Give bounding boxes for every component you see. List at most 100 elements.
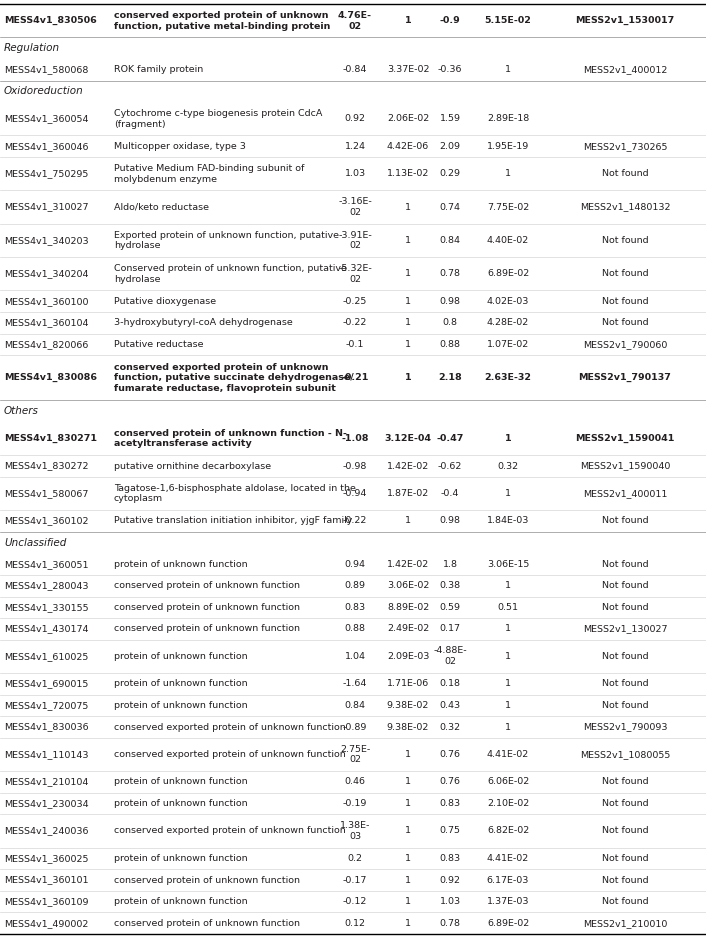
Text: 1.13E-02: 1.13E-02 bbox=[387, 169, 429, 178]
Text: 1: 1 bbox=[405, 203, 411, 211]
Text: MESS4v1_830506: MESS4v1_830506 bbox=[4, 16, 97, 25]
Text: MESS4v1_360101: MESS4v1_360101 bbox=[4, 875, 88, 885]
Text: 4.02E-03: 4.02E-03 bbox=[487, 297, 530, 306]
Text: MESS4v1_830086: MESS4v1_830086 bbox=[4, 373, 97, 382]
Text: MESS4v1_580068: MESS4v1_580068 bbox=[4, 65, 88, 74]
Text: 2.89E-18: 2.89E-18 bbox=[487, 115, 529, 123]
Text: -0.47: -0.47 bbox=[436, 434, 464, 443]
Text: 1: 1 bbox=[405, 777, 411, 787]
Text: Not found: Not found bbox=[602, 318, 648, 328]
Text: 2.75E-
02: 2.75E- 02 bbox=[340, 745, 370, 764]
Text: 2.09: 2.09 bbox=[440, 142, 460, 151]
Text: 1: 1 bbox=[405, 318, 411, 328]
Text: 0.89: 0.89 bbox=[345, 581, 366, 591]
Text: 0.88: 0.88 bbox=[440, 340, 460, 349]
Text: -0.25: -0.25 bbox=[343, 297, 367, 306]
Text: 3.06E-15: 3.06E-15 bbox=[487, 560, 530, 569]
Text: 0.43: 0.43 bbox=[439, 700, 460, 710]
Text: 0.12: 0.12 bbox=[345, 918, 366, 928]
Text: Not found: Not found bbox=[602, 777, 648, 787]
Text: MESS4v1_360102: MESS4v1_360102 bbox=[4, 516, 88, 526]
Text: 0.84: 0.84 bbox=[440, 236, 460, 245]
Text: 0.2: 0.2 bbox=[347, 854, 362, 863]
Text: Putative dioxygenase: Putative dioxygenase bbox=[114, 297, 216, 306]
Text: 0.59: 0.59 bbox=[440, 603, 460, 612]
Text: MESS4v1_360051: MESS4v1_360051 bbox=[4, 560, 88, 569]
Text: -0.94: -0.94 bbox=[343, 489, 367, 498]
Text: 0.78: 0.78 bbox=[440, 269, 460, 278]
Text: protein of unknown function: protein of unknown function bbox=[114, 897, 248, 906]
Text: Not found: Not found bbox=[602, 297, 648, 306]
Text: 1: 1 bbox=[505, 624, 511, 634]
Text: Regulation: Regulation bbox=[4, 43, 60, 54]
Text: Not found: Not found bbox=[602, 652, 648, 661]
Text: 0.32: 0.32 bbox=[439, 722, 460, 731]
Text: 6.17E-03: 6.17E-03 bbox=[487, 875, 530, 885]
Text: 1.04: 1.04 bbox=[345, 652, 366, 661]
Text: Not found: Not found bbox=[602, 897, 648, 906]
Text: 0.76: 0.76 bbox=[440, 750, 460, 759]
Text: Not found: Not found bbox=[602, 700, 648, 710]
Text: -0.17: -0.17 bbox=[343, 875, 367, 885]
Text: 0.78: 0.78 bbox=[440, 918, 460, 928]
Text: 1: 1 bbox=[405, 236, 411, 245]
Text: 4.40E-02: 4.40E-02 bbox=[487, 236, 529, 245]
Text: 3.37E-02: 3.37E-02 bbox=[387, 65, 429, 74]
Text: MESS4v1_830036: MESS4v1_830036 bbox=[4, 722, 89, 731]
Text: 1.42E-02: 1.42E-02 bbox=[387, 560, 429, 569]
Text: 2.09E-03: 2.09E-03 bbox=[387, 652, 429, 661]
Text: MESS4v1_690015: MESS4v1_690015 bbox=[4, 679, 88, 688]
Text: MESS4v1_340203: MESS4v1_340203 bbox=[4, 236, 89, 245]
Text: MESS2v1_790093: MESS2v1_790093 bbox=[582, 722, 667, 731]
Text: 4.28E-02: 4.28E-02 bbox=[487, 318, 529, 328]
Text: -0.89: -0.89 bbox=[343, 722, 367, 731]
Text: 1: 1 bbox=[405, 799, 411, 808]
Text: 4.41E-02: 4.41E-02 bbox=[487, 750, 529, 759]
Text: MESS4v1_360109: MESS4v1_360109 bbox=[4, 897, 88, 906]
Text: 1: 1 bbox=[505, 65, 511, 74]
Text: MESS4v1_360025: MESS4v1_360025 bbox=[4, 854, 88, 863]
Text: 1.84E-03: 1.84E-03 bbox=[487, 516, 530, 526]
Text: Putative Medium FAD-binding subunit of
molybdenum enzyme: Putative Medium FAD-binding subunit of m… bbox=[114, 163, 304, 184]
Text: 1.42E-02: 1.42E-02 bbox=[387, 462, 429, 470]
Text: -0.21: -0.21 bbox=[341, 374, 369, 382]
Text: 1: 1 bbox=[505, 652, 511, 661]
Text: Not found: Not found bbox=[602, 854, 648, 863]
Text: MESS4v1_490002: MESS4v1_490002 bbox=[4, 918, 88, 928]
Text: 2.63E-32: 2.63E-32 bbox=[484, 374, 532, 382]
Text: -0.9: -0.9 bbox=[440, 16, 460, 25]
Text: 1: 1 bbox=[505, 169, 511, 178]
Text: 1: 1 bbox=[405, 374, 412, 382]
Text: 1: 1 bbox=[405, 750, 411, 759]
Text: conserved exported protein of unknown function: conserved exported protein of unknown fu… bbox=[114, 750, 346, 759]
Text: protein of unknown function: protein of unknown function bbox=[114, 700, 248, 710]
Text: 0.94: 0.94 bbox=[345, 560, 366, 569]
Text: -0.98: -0.98 bbox=[343, 462, 367, 470]
Text: 9.38E-02: 9.38E-02 bbox=[387, 700, 429, 710]
Text: conserved exported protein of unknown function: conserved exported protein of unknown fu… bbox=[114, 826, 346, 836]
Text: MESS4v1_310027: MESS4v1_310027 bbox=[4, 203, 88, 211]
Text: 4.76E-
02: 4.76E- 02 bbox=[338, 11, 372, 31]
Text: MESS2v1_1080055: MESS2v1_1080055 bbox=[580, 750, 670, 759]
Text: 0.46: 0.46 bbox=[345, 777, 366, 787]
Text: Not found: Not found bbox=[602, 516, 648, 526]
Text: ROK family protein: ROK family protein bbox=[114, 65, 203, 74]
Text: 1.03: 1.03 bbox=[345, 169, 366, 178]
Text: -1.64: -1.64 bbox=[343, 679, 367, 688]
Text: MESS4v1_580067: MESS4v1_580067 bbox=[4, 489, 88, 498]
Text: 6.06E-02: 6.06E-02 bbox=[487, 777, 529, 787]
Text: 1: 1 bbox=[405, 516, 411, 526]
Text: Putative reductase: Putative reductase bbox=[114, 340, 203, 349]
Text: 0.83: 0.83 bbox=[439, 799, 460, 808]
Text: 1: 1 bbox=[505, 489, 511, 498]
Text: 1.59: 1.59 bbox=[440, 115, 460, 123]
Text: 1: 1 bbox=[405, 826, 411, 836]
Text: MESS4v1_210104: MESS4v1_210104 bbox=[4, 777, 88, 787]
Text: 6.82E-02: 6.82E-02 bbox=[487, 826, 529, 836]
Text: conserved exported protein of unknown function: conserved exported protein of unknown fu… bbox=[114, 722, 346, 731]
Text: 0.17: 0.17 bbox=[440, 624, 460, 634]
Text: protein of unknown function: protein of unknown function bbox=[114, 854, 248, 863]
Text: 0.29: 0.29 bbox=[440, 169, 460, 178]
Text: MESS4v1_610025: MESS4v1_610025 bbox=[4, 652, 88, 661]
Text: Others: Others bbox=[4, 407, 39, 416]
